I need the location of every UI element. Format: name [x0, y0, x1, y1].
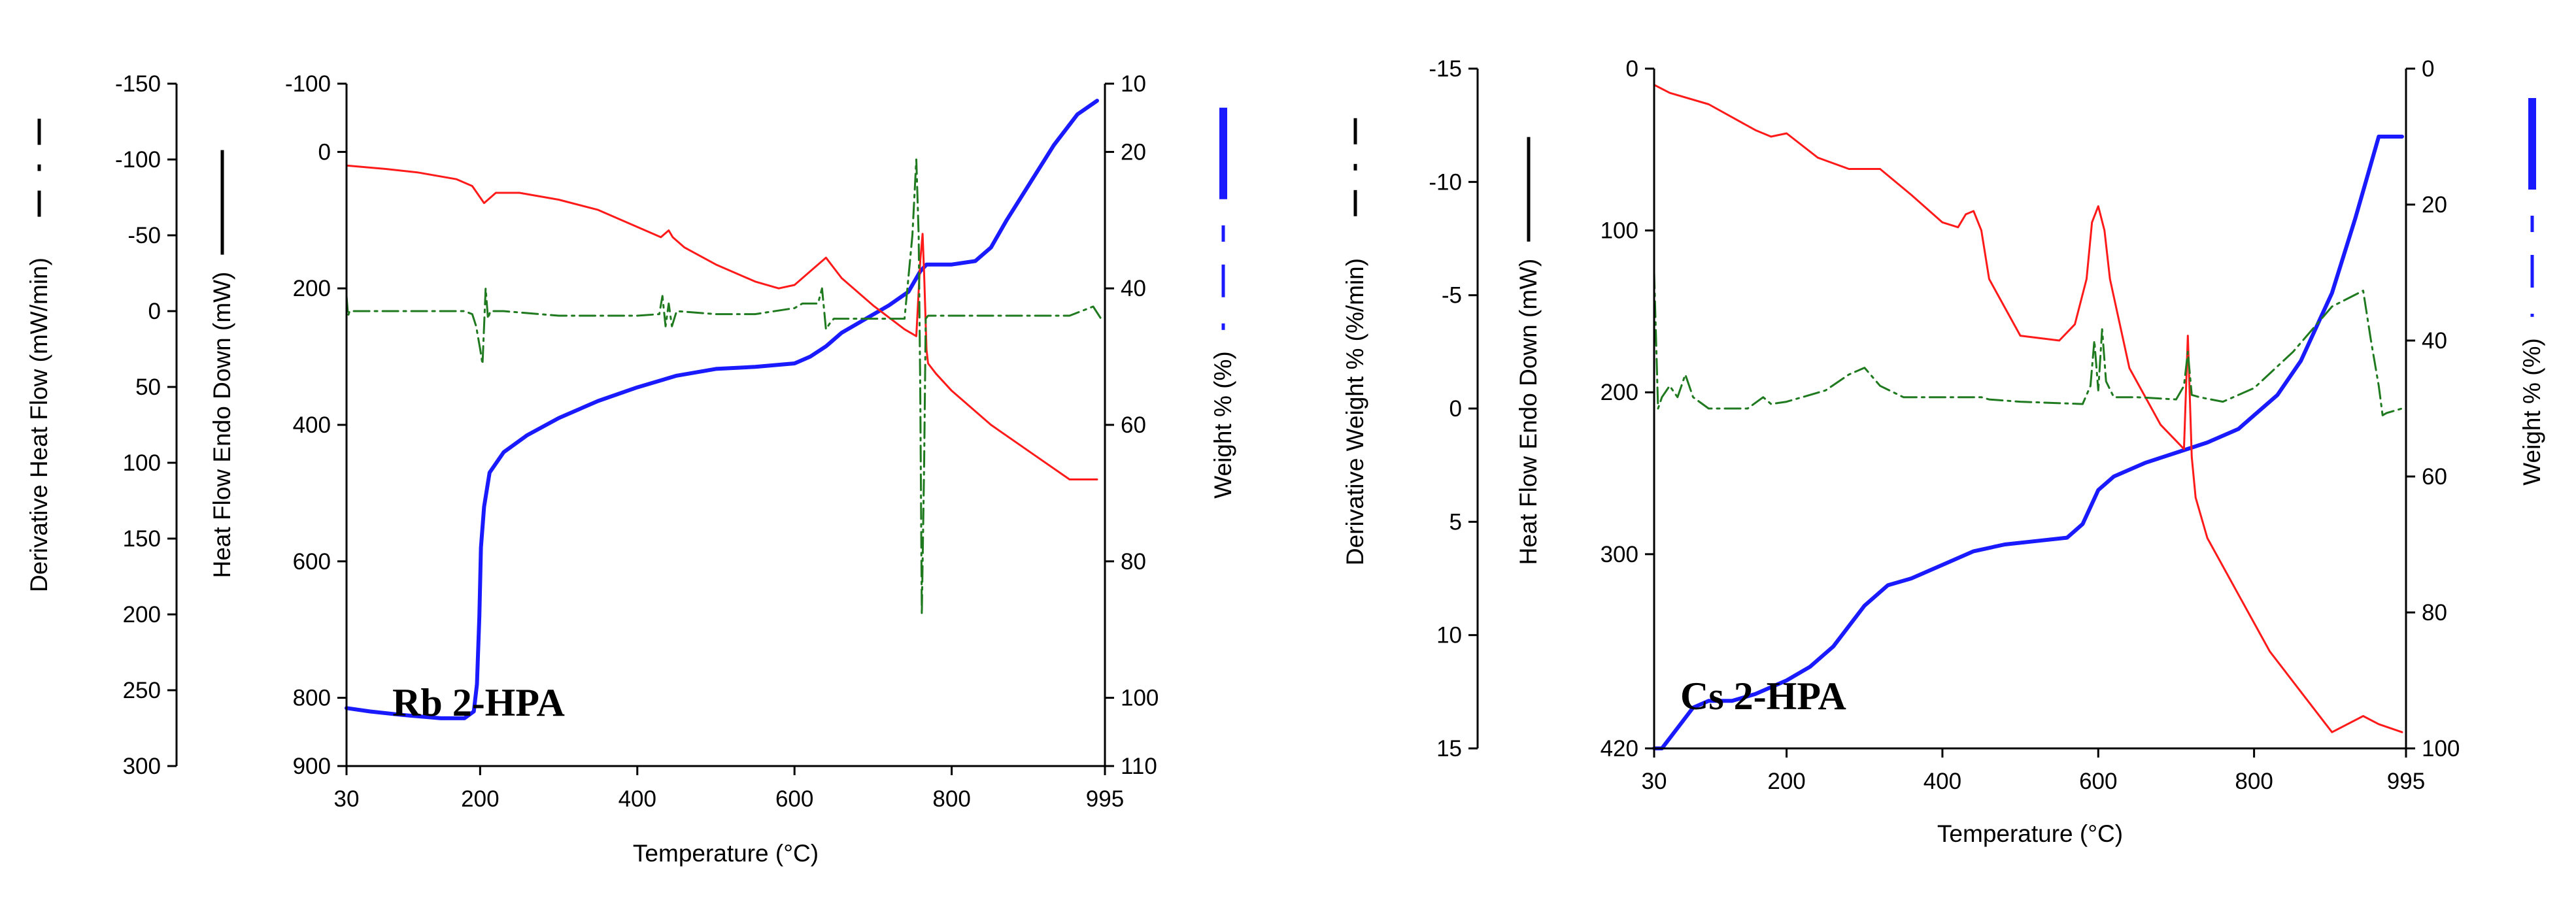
y-tick-label: 420 [1601, 736, 1638, 761]
y-tick-label: 0 [318, 139, 331, 165]
y-axis-title: Derivative Heat Flow (mW/min) [25, 258, 52, 592]
x-axis: 30 200 400 600 800 995 Temperature (°C) [1642, 747, 2425, 847]
x-tick-label: 600 [2079, 769, 2117, 794]
x-tick-label: 200 [1767, 769, 1805, 794]
y-tick-label: 200 [123, 602, 161, 627]
x-tick-label: 200 [461, 786, 499, 812]
y-tick-label: 50 [135, 375, 161, 400]
y-tick-label: 600 [293, 549, 331, 575]
y-tick-label: 300 [123, 754, 161, 779]
y-tick-label: -150 [115, 71, 161, 97]
y-tick-label: 250 [123, 678, 161, 703]
y-tick-label: 300 [1601, 542, 1638, 567]
y-tick-label: -100 [115, 147, 161, 173]
series-line-derivative-heat-flow [345, 158, 1102, 616]
y-axis-heat: -100 0 200 400 600 800 900 Heat Flow Endo Down … [209, 71, 348, 779]
y-tick-label: 100 [1121, 686, 1159, 711]
y-tick-label: 20 [1121, 139, 1146, 165]
y-tick-label: -50 [127, 223, 161, 248]
y-tick-label: 200 [293, 276, 331, 301]
series-group [345, 99, 1102, 720]
y-axis-heat: 0 100 200 300 420 Heat Flow Endo Down (mW) [1515, 56, 1655, 761]
y-tick-label: -100 [285, 71, 331, 97]
x-tick-label: 800 [2235, 769, 2273, 794]
y-tick-label: 900 [293, 754, 331, 779]
x-tick-label: 400 [1924, 769, 1961, 794]
y-tick-label: 80 [1121, 549, 1146, 575]
y-axis-title: Weight % (%) [2518, 338, 2545, 486]
x-tick-label: 995 [2387, 769, 2425, 794]
x-tick-label: 400 [619, 786, 656, 812]
series-line-weight [345, 99, 1099, 720]
series-line-heat-flow [345, 164, 1098, 480]
y-tick-label: -15 [1429, 56, 1462, 82]
y-axis-title: Weight % (%) [1210, 351, 1236, 499]
y-tick-label: 60 [1121, 412, 1146, 438]
series-group [1652, 84, 2404, 750]
x-tick-label: 30 [1642, 769, 1667, 794]
x-tick-label: 995 [1086, 786, 1124, 812]
y-tick-label: 0 [1449, 396, 1462, 422]
x-axis-title: Temperature (°C) [1937, 820, 2123, 847]
y-axis-weight: 0 20 40 60 80 100 Weight % (%) [2405, 56, 2545, 761]
y-axis-title: Heat Flow Endo Down (mW) [1515, 259, 1542, 565]
y-tick-label: 100 [123, 450, 161, 476]
y-tick-label: 15 [1436, 736, 1462, 761]
x-tick-label: 30 [334, 786, 360, 812]
y-tick-label: 60 [2422, 464, 2447, 490]
y-tick-label: 800 [293, 686, 331, 711]
y-tick-label: 20 [2422, 192, 2447, 218]
x-tick-label: 600 [775, 786, 813, 812]
y-tick-label: 100 [2422, 736, 2460, 761]
x-tick-label: 800 [932, 786, 970, 812]
y-axis-deriv: -15 -10 -5 0 5 10 15 Derivative Weight % (%/min… [1342, 56, 1479, 761]
y-tick-label: 80 [2422, 600, 2447, 626]
y-tick-label: 0 [2422, 56, 2434, 82]
chart-title: Rb 2-HPA [392, 681, 565, 724]
series-line-derivative-weight [1653, 271, 2403, 416]
series-line-heat-flow [1653, 84, 2403, 733]
y-tick-label: -5 [1442, 283, 1462, 309]
x-axis-title: Temperature (°C) [633, 840, 819, 867]
y-tick-label: 10 [1121, 71, 1146, 97]
y-tick-label: 400 [293, 412, 331, 438]
y-tick-label: 40 [1121, 276, 1146, 301]
x-axis: 30 200 400 600 800 995 Temperature (°C) [334, 765, 1124, 867]
y-tick-label: -10 [1429, 169, 1462, 195]
y-tick-label: 0 [148, 299, 161, 324]
chart-title: Cs 2-HPA [1680, 675, 1846, 718]
y-axis-title: Derivative Weight % (%/min) [1342, 258, 1368, 565]
y-tick-label: 5 [1449, 509, 1462, 535]
y-tick-label: 110 [1121, 754, 1157, 779]
y-tick-label: 0 [1626, 56, 1638, 82]
y-axis-title: Heat Flow Endo Down (mW) [209, 272, 235, 578]
y-axis-deriv: -150 -100 -50 0 50 100 150 200 250 300 Derivative … [25, 71, 178, 779]
y-tick-label: 200 [1601, 380, 1638, 405]
y-tick-label: 100 [1601, 218, 1638, 244]
y-tick-label: 40 [2422, 328, 2447, 354]
series-line-weight [1652, 135, 2404, 750]
y-tick-label: 10 [1436, 623, 1462, 648]
y-axis-weight: 10 20 40 60 80 100 110 Weight % (%) [1104, 71, 1236, 779]
y-tick-label: 150 [123, 526, 161, 552]
